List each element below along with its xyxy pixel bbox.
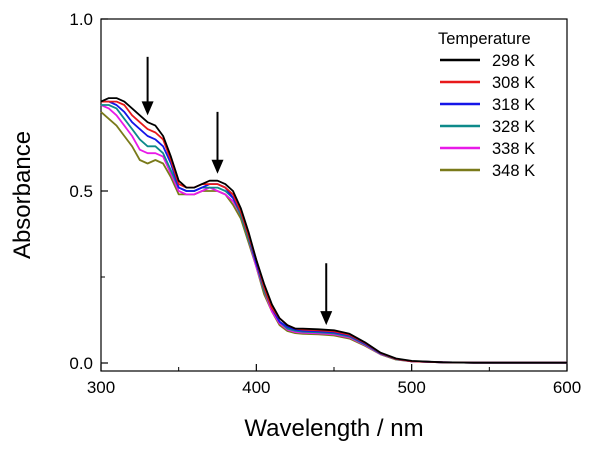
arrow-head: [211, 159, 224, 174]
legend-entry-label: 298 K: [492, 52, 535, 70]
x-tick-label: 400: [242, 378, 270, 397]
x-axis-label: Wavelength / nm: [244, 415, 423, 442]
y-tick-label: 0.5: [69, 182, 93, 201]
y-tick-label: 0.0: [69, 354, 93, 373]
y-tick-label: 1.0: [69, 10, 93, 29]
arrow-head: [320, 311, 333, 326]
legend-entry-label: 338 K: [492, 140, 535, 158]
x-tick-label: 500: [397, 378, 425, 397]
legend-entry-label: 328 K: [492, 118, 535, 136]
arrow-annotations: [141, 56, 333, 326]
x-axis-ticks: 300 400 500 600: [87, 364, 581, 397]
series-lines: [100, 97, 567, 364]
arrow-head: [141, 101, 154, 116]
legend-entry-label: 318 K: [492, 96, 535, 114]
y-axis-ticks: 0.0 0.5 1.0: [69, 10, 108, 373]
series-line: [100, 97, 567, 364]
legend-title: Temperature: [438, 30, 531, 48]
x-tick-label: 300: [87, 378, 115, 397]
legend-entry-label: 348 K: [492, 162, 535, 180]
x-tick-label: 600: [553, 378, 581, 397]
y-axis-label: Absorbance: [9, 131, 36, 259]
legend-entry-label: 308 K: [492, 74, 535, 92]
legend: Temperature 298 K 308 K 318 K 328 K 338 K 348 …: [438, 30, 535, 180]
plot-frame: [100, 18, 568, 372]
